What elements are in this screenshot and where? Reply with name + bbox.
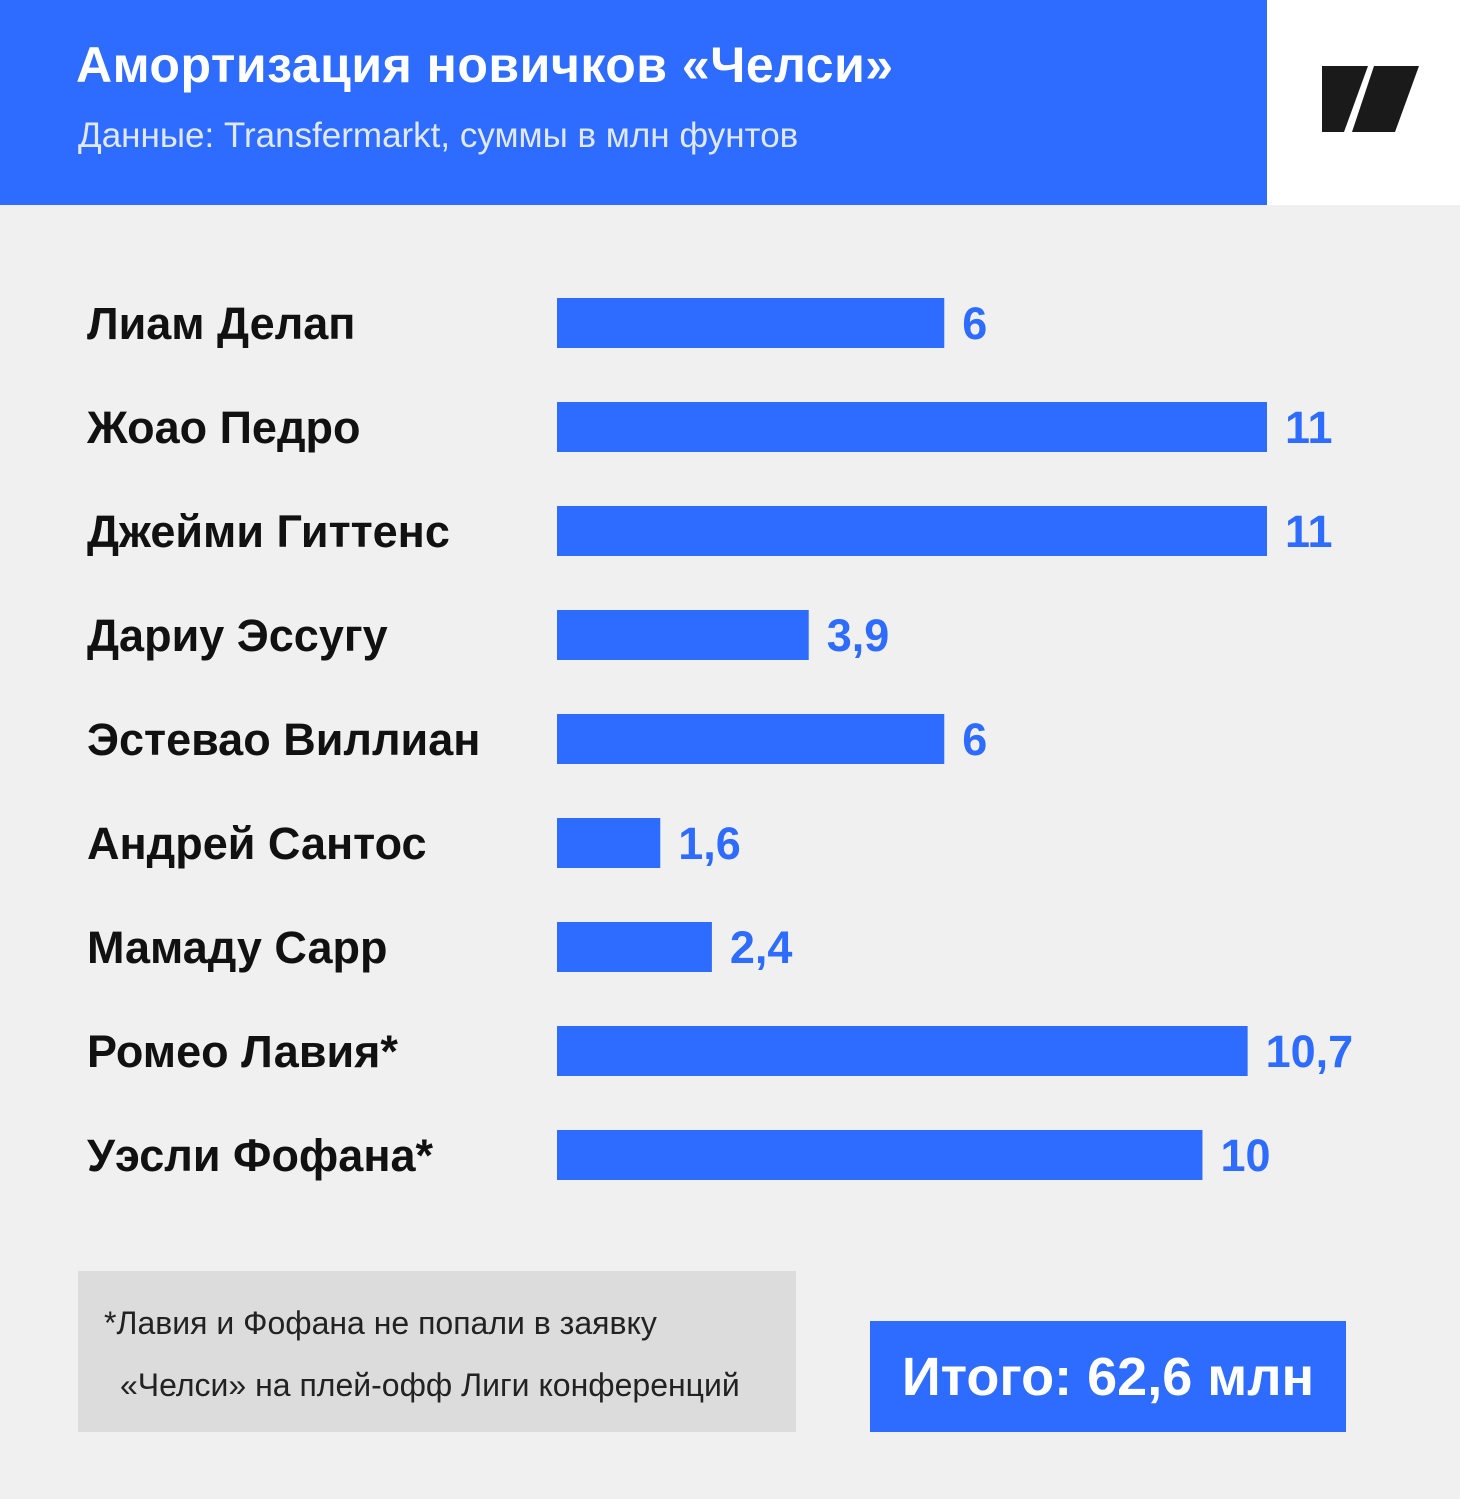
bar xyxy=(557,1130,1203,1180)
bar xyxy=(557,402,1267,452)
value-label: 10,7 xyxy=(1266,1026,1354,1077)
total-badge: Итого: 62,6 млн xyxy=(870,1321,1346,1432)
value-label: 3,9 xyxy=(827,610,890,661)
bar-chart: Лиам Делап 6 Жоао Педро 11 Джейми Гиттенс 11 Д… xyxy=(86,298,1354,1181)
bar xyxy=(557,818,661,868)
bar xyxy=(557,714,945,764)
category-label: Дариу Эссугу xyxy=(87,610,388,661)
category-label: Уэсли Фофана* xyxy=(87,1130,434,1181)
value-label: 11 xyxy=(1285,506,1333,557)
media-logo-icon xyxy=(1322,66,1419,132)
category-label: Жоао Педро xyxy=(86,402,361,453)
value-label: 1,6 xyxy=(678,818,741,869)
category-label: Эстевао Виллиан xyxy=(87,714,480,765)
header-banner: Амортизация новичков «Челси» Данные: Tra… xyxy=(0,0,1267,205)
value-label: 6 xyxy=(962,714,987,765)
value-label: 6 xyxy=(962,298,987,349)
footnote-line-2: «Челси» на плей-офф Лиги конференций xyxy=(120,1367,740,1403)
value-label: 2,4 xyxy=(730,922,793,973)
logo-box xyxy=(1267,0,1460,205)
bar xyxy=(557,922,712,972)
bar xyxy=(557,1026,1248,1076)
chart-subtitle: Данные: Transfermarkt, суммы в млн фунто… xyxy=(78,116,799,155)
category-label: Ромео Лавия* xyxy=(87,1026,398,1077)
category-label: Джейми Гиттенс xyxy=(87,506,450,557)
category-label: Андрей Сантос xyxy=(87,818,427,869)
bar xyxy=(557,298,945,348)
category-label: Лиам Делап xyxy=(87,298,355,349)
footnote-box: *Лавия и Фофана не попали в заявку «Челс… xyxy=(78,1271,796,1432)
value-label: 10 xyxy=(1220,1130,1270,1181)
bar xyxy=(557,610,809,660)
chart-title: Амортизация новичков «Челси» xyxy=(76,37,894,93)
bar xyxy=(557,506,1267,556)
footnote-line-1: *Лавия и Фофана не попали в заявку xyxy=(104,1305,657,1341)
value-label: 11 xyxy=(1285,402,1333,453)
category-label: Мамаду Сарр xyxy=(87,922,387,973)
